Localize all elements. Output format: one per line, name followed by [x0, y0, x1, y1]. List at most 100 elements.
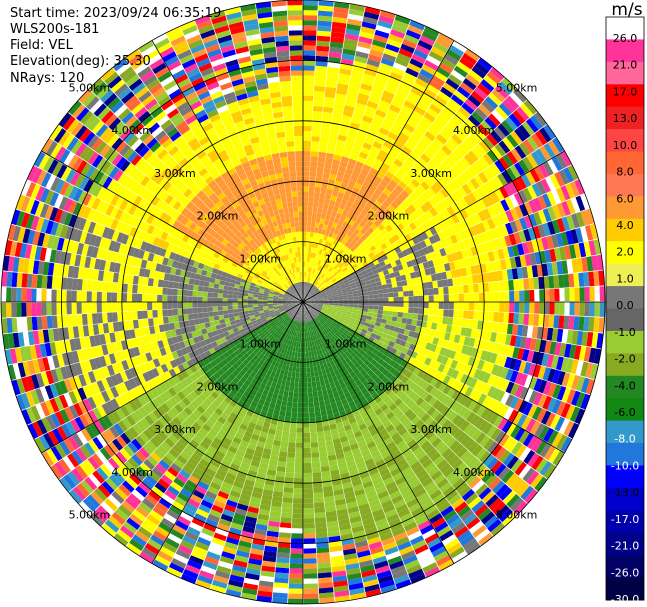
range-gate [526, 350, 535, 363]
range-gate [454, 232, 463, 243]
range-gate [340, 156, 350, 164]
range-gate [299, 372, 303, 378]
range-gate [292, 513, 303, 519]
range-gate [521, 242, 530, 255]
range-gate [409, 373, 417, 382]
range-gate [322, 316, 328, 321]
range-gate [282, 497, 293, 504]
range-gate [437, 32, 454, 45]
range-gate [366, 395, 374, 404]
range-gate [349, 329, 356, 335]
range-gate [368, 54, 382, 63]
range-gate [346, 311, 353, 315]
range-gate [320, 280, 326, 286]
range-gate [460, 157, 471, 169]
range-gate [306, 277, 309, 283]
range-gate [338, 303, 344, 307]
range-gate [305, 293, 309, 298]
range-gate [484, 181, 495, 194]
range-gate [389, 367, 397, 375]
range-gate [381, 361, 389, 369]
range-gate [561, 201, 571, 216]
range-gate [500, 333, 507, 345]
range-gate [380, 145, 391, 154]
range-gate [531, 455, 544, 470]
range-gate [382, 175, 392, 184]
range-gate [448, 98, 461, 110]
range-gate [533, 314, 540, 327]
range-gate [322, 283, 328, 288]
range-gate [359, 266, 366, 273]
range-gate [373, 454, 383, 463]
range-gate [303, 352, 306, 358]
range-gate [373, 81, 386, 91]
range-gate [329, 215, 336, 222]
range-gate [390, 277, 397, 283]
range-gate [445, 122, 458, 134]
range-gate [303, 60, 315, 66]
range-gate [363, 223, 371, 231]
range-gate [512, 347, 520, 359]
range-gate [406, 260, 413, 268]
range-gate [514, 256, 522, 268]
range-gate [335, 212, 342, 220]
range-gate [494, 302, 500, 312]
range-gate [316, 547, 330, 554]
range-gate [560, 231, 569, 246]
range-gate [496, 270, 504, 281]
range-gate [308, 272, 311, 278]
range-gate [410, 403, 419, 412]
range-gate [361, 346, 369, 353]
range-gate [298, 397, 303, 403]
range-gate [466, 411, 477, 423]
range-gate [347, 332, 354, 338]
range-gate [326, 319, 332, 325]
range-gate [316, 426, 324, 433]
range-gate [338, 262, 344, 269]
range-gate [395, 275, 402, 282]
range-gate [369, 167, 379, 176]
range-gate [551, 261, 559, 275]
range-gate [420, 390, 430, 400]
range-gate [401, 466, 413, 477]
range-gate [295, 447, 303, 453]
range-gate [418, 302, 424, 308]
range-gate [331, 262, 337, 269]
range-gate [424, 177, 434, 188]
range-gate [368, 336, 375, 343]
range-gate [317, 295, 323, 299]
range-gate [317, 207, 323, 214]
range-gate [527, 185, 538, 199]
range-gate [411, 506, 424, 517]
range-gate [381, 314, 388, 320]
range-gate [502, 344, 510, 357]
range-gate [308, 310, 312, 315]
range-gate [360, 369, 367, 377]
range-gate [507, 181, 518, 194]
range-gate [524, 253, 532, 266]
range-gate [343, 269, 350, 275]
range-gate [292, 503, 303, 509]
range-gate [504, 356, 513, 369]
range-gate [576, 376, 585, 392]
range-gate [312, 268, 316, 274]
range-gate [490, 162, 502, 176]
range-gate [303, 156, 311, 162]
range-gate [344, 350, 351, 357]
range-gate [552, 137, 565, 153]
range-gate [503, 312, 510, 323]
range-gate [441, 159, 453, 171]
range-gate [502, 452, 515, 467]
range-gate [561, 387, 572, 403]
range-gate [342, 276, 348, 282]
range-gate [499, 449, 511, 463]
range-gate [360, 146, 371, 155]
range-gate [378, 166, 388, 176]
range-gate [339, 161, 348, 168]
range-gate [319, 260, 324, 267]
range-gate [368, 274, 375, 280]
range-gate [322, 296, 328, 299]
range-gate [374, 263, 382, 270]
range-gate [338, 378, 345, 385]
range-gate [295, 367, 300, 373]
